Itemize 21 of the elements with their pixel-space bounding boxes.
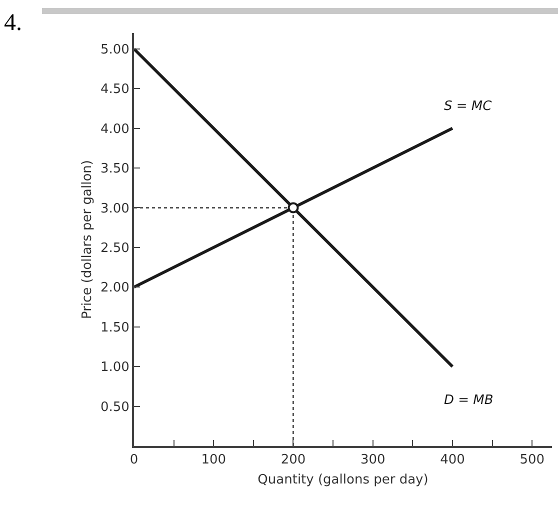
text: D = MB bbox=[444, 393, 494, 408]
x-tick-label: 0 bbox=[130, 452, 138, 468]
y-tick-label: 4.50 bbox=[100, 82, 130, 98]
x-tick-label: 500 bbox=[520, 452, 545, 468]
y-tick-label: 0.50 bbox=[100, 400, 130, 415]
series-label: S = MC bbox=[444, 99, 493, 114]
y-tick-label: 2.00 bbox=[100, 280, 130, 296]
x-axis-title: Quantity (gallons per day) bbox=[258, 472, 428, 488]
y-tick-label: 2.50 bbox=[100, 240, 130, 256]
y-tick-label: 1.00 bbox=[100, 360, 130, 376]
y-tick-label: 3.50 bbox=[100, 162, 130, 177]
y-axis-title: Price (dollars per gallon) bbox=[80, 160, 95, 319]
x-tick-label: 300 bbox=[360, 452, 386, 468]
x-tick-label: 100 bbox=[201, 452, 226, 468]
y-tick-label: 1.50 bbox=[100, 320, 130, 336]
y-tick-label: 4.00 bbox=[100, 122, 130, 137]
y-tick-label: 5.00 bbox=[100, 42, 130, 58]
text: 4. bbox=[4, 10, 22, 37]
x-tick-label: 200 bbox=[280, 452, 306, 468]
y-tick-label: 3.00 bbox=[100, 201, 130, 216]
x-tick-label: 400 bbox=[440, 452, 465, 468]
